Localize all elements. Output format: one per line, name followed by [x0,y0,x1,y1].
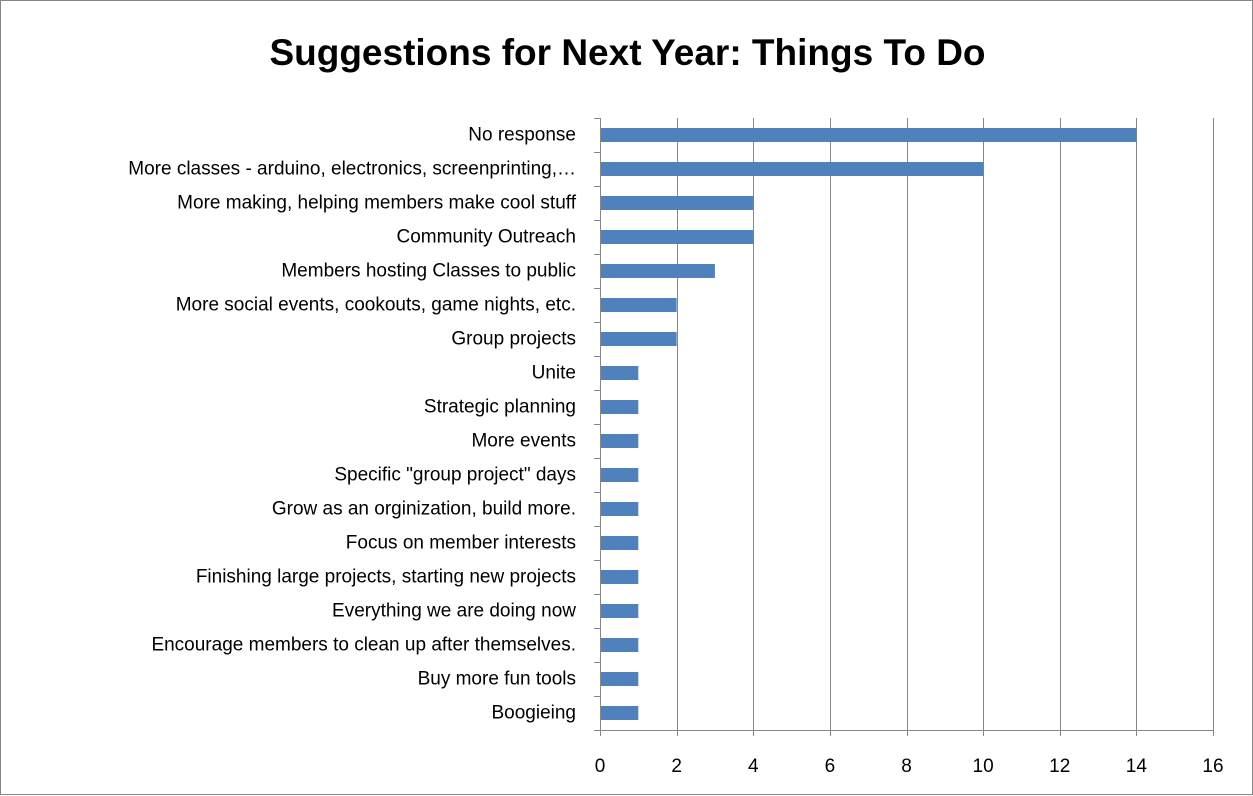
axes [594,118,1214,736]
bar-8 [600,400,639,414]
category-label-1: More classes - arduino, electronics, scr… [128,159,576,180]
bar-17 [600,706,639,720]
bar-12 [600,536,639,550]
category-label-15: Encourage members to clean up after them… [151,635,576,656]
tick-labels: 0 2 4 6 8 10 12 14 16 [595,756,1224,777]
bar-6 [600,332,677,346]
bar-16 [600,672,639,686]
x-tick-label-8: 8 [901,756,912,777]
category-label-11: Grow as an orginization, build more. [272,499,576,520]
bar-4 [600,264,715,278]
bars [600,128,1137,720]
category-label-0: No response [468,125,576,146]
bar-11 [600,502,639,516]
category-label-16: Buy more fun tools [418,669,576,690]
category-label-9: More events [471,431,576,452]
bar-9 [600,434,639,448]
chart-title: Suggestions for Next Year: Things To Do [269,32,986,73]
category-label-10: Specific "group project" days [334,465,576,486]
category-label-3: Community Outreach [396,227,576,248]
category-label-2: More making, helping members make cool s… [177,193,577,214]
x-tick-label-6: 6 [825,756,836,777]
category-label-17: Boogieing [491,703,576,724]
bar-7 [600,366,639,380]
category-label-13: Finishing large projects, starting new p… [196,567,576,588]
category-label-14: Everything we are doing now [332,601,576,622]
bar-13 [600,570,639,584]
bar-2 [600,196,754,210]
bar-10 [600,468,639,482]
bar-15 [600,638,639,652]
category-label-5: More social events, cookouts, game night… [176,295,576,316]
category-label-12: Focus on member interests [346,533,576,554]
x-tick-label-12: 12 [1049,756,1070,777]
category-label-6: Group projects [451,329,576,350]
category-labels: No response More classes - arduino, elect… [128,125,576,724]
x-tick-label-14: 14 [1126,756,1148,777]
category-label-4: Members hosting Classes to public [281,261,576,282]
x-tick-label-0: 0 [595,756,606,777]
bar-14 [600,604,639,618]
bar-5 [600,298,677,312]
x-tick-label-10: 10 [973,756,994,777]
bar-0 [600,128,1137,142]
gridlines [677,118,1214,730]
bar-1 [600,162,984,176]
x-tick-label-2: 2 [671,756,682,777]
bar-3 [600,230,754,244]
x-tick-label-4: 4 [748,756,759,777]
x-tick-label-16: 16 [1202,756,1223,777]
category-label-7: Unite [532,363,576,384]
category-label-8: Strategic planning [424,397,576,418]
